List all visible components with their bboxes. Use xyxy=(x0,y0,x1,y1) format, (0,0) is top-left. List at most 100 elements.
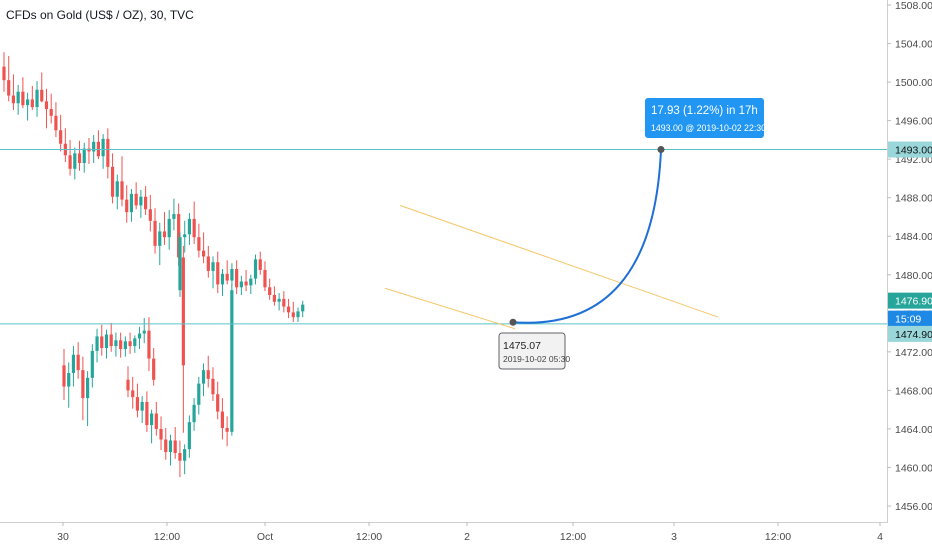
candle-body xyxy=(244,281,248,286)
time-tick-label: 30 xyxy=(57,531,69,543)
candle-body xyxy=(16,91,20,104)
candle-body xyxy=(101,138,105,157)
candle-body xyxy=(54,115,58,131)
price-tag-label: 15:09 xyxy=(895,314,921,326)
candle-body xyxy=(125,199,129,213)
start-callout-time: 2019-10-02 05:30 xyxy=(503,354,570,364)
price-tag xyxy=(888,325,932,342)
candle-body xyxy=(81,370,85,399)
candle-body xyxy=(183,234,187,238)
candle-body xyxy=(104,334,109,348)
candle-body xyxy=(2,66,6,81)
price-tick-label: 1496.00 xyxy=(895,116,932,128)
candle-body xyxy=(128,341,132,347)
candle-body xyxy=(164,439,168,453)
price-tag xyxy=(888,310,932,327)
candle-body xyxy=(158,231,162,246)
candle-body xyxy=(147,330,151,359)
target-callout-box xyxy=(645,98,764,138)
time-tick-label: 12:00 xyxy=(154,531,180,543)
candle-body xyxy=(153,220,157,246)
candle-body xyxy=(249,278,253,286)
candle-body xyxy=(301,304,305,312)
time-tick-label: 12:00 xyxy=(765,531,791,543)
candle-body xyxy=(139,196,143,206)
candle-body xyxy=(86,377,90,399)
candle-body xyxy=(181,257,185,366)
candle-body xyxy=(206,256,210,271)
candle-body xyxy=(40,89,44,102)
candle-body xyxy=(133,338,137,347)
wedge-lower-trendline[interactable] xyxy=(384,287,516,330)
time-tick-label: 12:00 xyxy=(560,531,586,543)
candle-body xyxy=(123,341,127,349)
candle-body xyxy=(201,370,206,384)
candle-body xyxy=(291,312,295,318)
candle-body xyxy=(177,214,181,258)
candle-body xyxy=(119,340,123,349)
candle-body xyxy=(197,383,201,405)
price-tag xyxy=(888,292,932,309)
candle-body xyxy=(90,350,94,378)
candle-body xyxy=(109,334,113,347)
candle-body xyxy=(71,354,76,374)
candle-body xyxy=(62,365,66,387)
candle-body xyxy=(187,218,192,235)
time-tick-label: 3 xyxy=(671,531,677,543)
candle-body xyxy=(135,397,140,411)
candle-body xyxy=(95,336,99,351)
projection-end-dot[interactable] xyxy=(657,146,665,154)
candle-body xyxy=(178,237,182,291)
candle-body xyxy=(230,268,234,281)
candle-body xyxy=(272,295,276,302)
price-tag-label: 1493.00 xyxy=(895,145,932,157)
candle-body xyxy=(26,99,30,106)
candle-body xyxy=(30,99,34,108)
candle-body xyxy=(115,181,119,197)
candle-body xyxy=(220,411,224,428)
price-tag-label: 1474.90 xyxy=(895,329,932,341)
candle-body xyxy=(178,453,182,461)
candle-body xyxy=(216,394,220,412)
candle-body xyxy=(253,259,258,279)
candle-body xyxy=(35,89,39,108)
candle-body xyxy=(258,259,262,270)
candle-body xyxy=(11,95,16,104)
candle-body xyxy=(142,330,146,334)
price-tick-label: 1472.00 xyxy=(895,347,932,359)
candle-body xyxy=(150,413,154,426)
price-tick-label: 1468.00 xyxy=(895,385,932,397)
candle-body xyxy=(192,404,196,423)
candle-body xyxy=(7,80,11,96)
candle-body xyxy=(239,281,243,288)
candle-body xyxy=(211,378,215,395)
wedge-upper-trendline[interactable] xyxy=(399,204,719,318)
projection-arc[interactable] xyxy=(512,149,662,324)
candle-body xyxy=(144,196,148,210)
candle-body xyxy=(277,298,281,302)
candle-body xyxy=(296,311,300,318)
candle-body xyxy=(73,153,77,169)
candle-body xyxy=(137,333,142,339)
candle-body xyxy=(197,237,201,251)
candle-body xyxy=(263,269,267,288)
start-callout-value: 1475.07 xyxy=(503,340,541,352)
candle-body xyxy=(110,166,115,197)
candle-body xyxy=(230,290,234,432)
candle-body xyxy=(172,214,176,219)
candle-body xyxy=(106,138,110,167)
price-tick-label: 1508.00 xyxy=(895,0,932,12)
candle-body xyxy=(159,428,163,440)
price-axis xyxy=(887,0,932,522)
candle-body xyxy=(68,155,72,169)
candle-body xyxy=(216,262,220,285)
candle-body xyxy=(187,422,191,450)
candle-body xyxy=(173,440,177,454)
projection-start-dot[interactable] xyxy=(509,318,517,326)
candle-body xyxy=(134,193,138,206)
candle-body xyxy=(21,91,25,106)
start-callout-box xyxy=(498,332,566,370)
